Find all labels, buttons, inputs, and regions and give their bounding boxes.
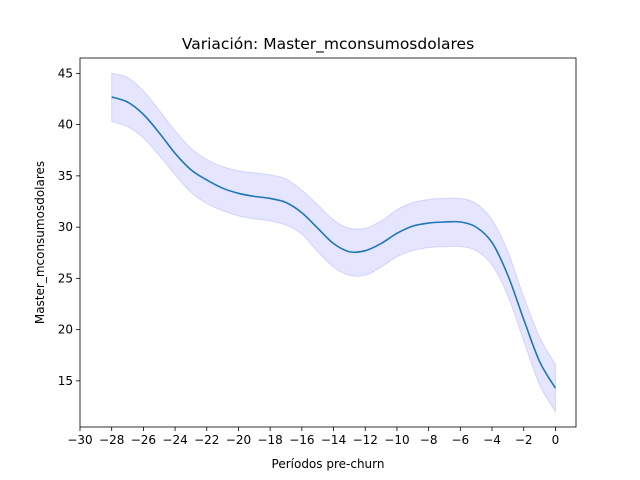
- series-line-layer: [111, 96, 557, 389]
- x-tick-label: −30: [67, 433, 92, 447]
- y-tick-label: 30: [58, 220, 73, 234]
- y-tick-label: 35: [58, 169, 73, 183]
- x-tick-label: 0: [552, 433, 560, 447]
- plot-frame: [79, 57, 577, 428]
- x-tick-label: −10: [384, 433, 409, 447]
- x-tick-label: −12: [353, 433, 378, 447]
- y-tick-label: 40: [58, 118, 73, 132]
- x-axis-ticks: −30 −28 −26 −24 −22 −20 −18 −16 −14 −12 −10 −8 −6 −4−…: [67, 427, 559, 447]
- x-tick-label: −8: [420, 433, 438, 447]
- x-tick-label: −14: [321, 433, 346, 447]
- x-tick-label: −6: [451, 433, 469, 447]
- x-tick-label: −16: [289, 433, 314, 447]
- x-tick-label: −22: [194, 433, 219, 447]
- y-axis-label: Master_mconsumosdolares: [33, 161, 47, 324]
- x-tick-label: −18: [257, 433, 282, 447]
- x-tick-label: −20: [226, 433, 251, 447]
- y-axis-ticks: 15 20 25 30 35 40 45: [58, 66, 80, 388]
- y-tick-label: 45: [58, 66, 73, 80]
- y-tick-label: 20: [58, 323, 73, 337]
- x-tick-label: −26: [131, 433, 156, 447]
- y-tick-label: 15: [58, 374, 73, 388]
- y-tick-label: 25: [58, 271, 73, 285]
- x-tick-label: −2: [515, 433, 533, 447]
- confidence-band-layer: [111, 72, 556, 414]
- series-line: [111, 96, 557, 389]
- chart-title: Variación: Master_mconsumosdolares: [182, 35, 474, 54]
- x-tick-label: −28: [99, 433, 124, 447]
- confidence-band: [111, 72, 556, 414]
- x-tick-label: −24: [162, 433, 187, 447]
- x-tick-label: −4: [483, 433, 501, 447]
- x-axis-label: Períodos pre-churn: [272, 457, 385, 471]
